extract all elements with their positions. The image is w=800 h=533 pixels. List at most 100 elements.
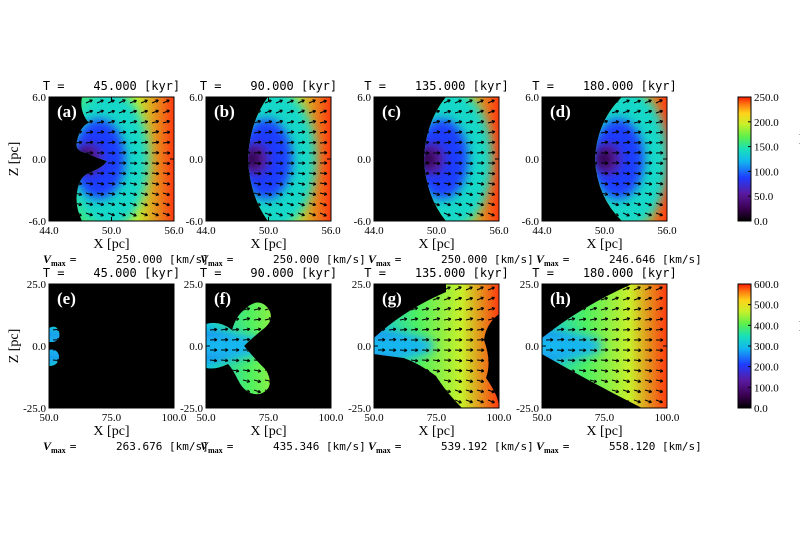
velocity-arrow [476,141,485,144]
velocity-arrow [231,369,239,372]
arrow-head [290,109,295,114]
velocity-arrow [286,99,294,104]
arrow-head [660,140,664,145]
arrow-head [144,109,148,114]
arrow-head [290,99,294,104]
velocity-arrow [476,328,485,331]
velocity-arrow [589,307,597,311]
velocity-arrow [242,328,250,331]
arrow-head [269,161,273,166]
y-tick-label: 25.0 [27,279,47,291]
arrow-head [246,307,251,311]
velocity-arrow [644,202,652,206]
arrow-head [480,99,484,103]
velocity-arrow [476,318,484,321]
velocity-arrow [487,182,495,185]
velocity-arrow [286,182,294,185]
velocity-arrow [443,99,451,104]
velocity-arrow [454,182,462,185]
arrow-head [480,368,485,373]
arrow-head [481,161,485,165]
arrow-head [491,399,495,404]
velocity-arrow [162,109,170,114]
velocity-arrow [151,141,159,144]
arrow-head [257,327,262,332]
arrow-head [279,109,283,114]
arrow-head [447,130,452,134]
arrow-head [648,99,652,103]
arrow-head [447,212,451,217]
arrow-head [426,161,430,165]
arrow-head [470,140,474,145]
velocity-arrow [487,99,495,104]
arrow-head [480,379,485,384]
velocity-arrow [476,379,484,383]
arrow-head [447,119,452,124]
x-tick-label: 44.0 [532,225,552,237]
arrow-head [637,327,642,332]
arrow-head [268,120,273,124]
arrow-head [155,192,160,197]
velocity-arrow [432,359,441,362]
velocity-arrow [589,338,598,341]
velocity-arrow [410,318,418,321]
velocity-arrow [275,141,284,144]
velocity-arrow [96,121,104,124]
velocity-arrow [308,202,316,206]
velocity-arrow [129,192,137,196]
velocity-arrow [162,182,170,185]
velocity-arrow [253,369,261,372]
panel-label: (c) [382,102,401,121]
velocity-arrow [129,131,137,134]
velocity-arrow [162,212,170,216]
arrow-head [302,150,306,155]
velocity-arrow [622,172,631,175]
velocity-arrow [655,172,664,175]
arrow-head [593,358,598,363]
arrow-head [447,296,451,301]
arrow-head [258,150,262,155]
arrow-head [436,130,441,134]
x-tick-label: 50.0 [196,412,216,424]
arrow-head [144,212,148,217]
arrow-head [144,181,149,186]
arrow-head [78,140,83,145]
arrow-head [112,161,116,165]
y-tick-label: 0.0 [189,341,203,353]
arrow-head [89,171,94,176]
velocity-arrow [140,110,148,114]
arrow-head [100,192,105,196]
arrow-head [627,150,631,155]
arrow-head [649,338,653,342]
y-tick-label: 0.0 [357,341,371,353]
velocity-arrow [476,296,484,301]
arrow-head [89,192,94,197]
panel-background [49,284,174,408]
velocity-arrow [140,172,149,175]
velocity-arrow [242,379,250,383]
arrow-head [323,130,328,135]
velocity-arrow [465,182,473,185]
arrow-head [280,161,284,166]
velocity-arrow [432,120,440,124]
velocity-arrow [465,389,473,393]
arrow-head [648,368,653,373]
velocity-arrow [140,202,148,206]
velocity-arrow [487,192,495,196]
arrow-head [437,171,441,176]
arrow-head [323,202,327,207]
velocity-arrow [644,212,652,216]
velocity-arrow [589,359,598,362]
velocity-arrow [107,141,116,144]
arrow-head [145,171,149,176]
arrow-head [436,119,441,124]
velocity-arrow [209,359,218,362]
velocity-arrow [297,120,305,124]
arrow-head [583,337,587,342]
velocity-arrow [476,172,485,175]
x-tick-label: 56.0 [321,225,341,237]
arrow-head [615,389,620,394]
arrow-head [583,358,587,363]
panel-title: T = 135.000 [kyr] [364,79,509,93]
arrow-head [301,120,306,124]
